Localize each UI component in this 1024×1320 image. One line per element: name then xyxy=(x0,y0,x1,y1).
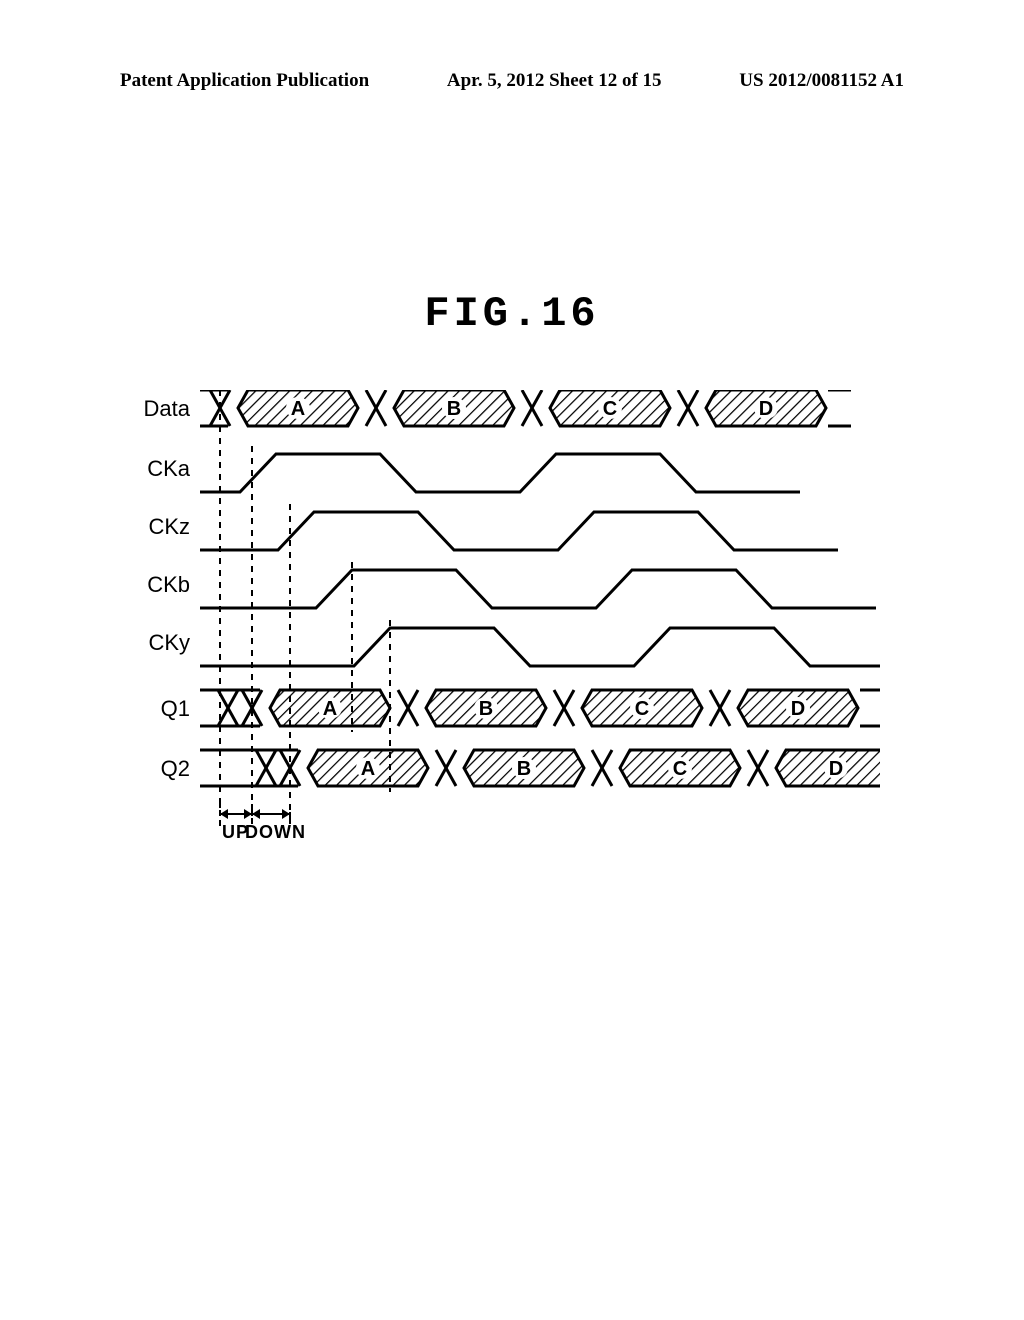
page-header: Patent Application Publication Apr. 5, 2… xyxy=(120,70,904,92)
svg-text:A: A xyxy=(361,758,375,780)
signal-label-data: Data xyxy=(120,396,190,422)
svg-text:C: C xyxy=(603,398,617,420)
header-left: Patent Application Publication xyxy=(120,70,369,92)
signal-label-q1: Q1 xyxy=(120,696,190,722)
svg-text:C: C xyxy=(635,698,649,720)
svg-text:C: C xyxy=(673,758,687,780)
signal-label-ckb: CKb xyxy=(120,572,190,598)
svg-text:B: B xyxy=(517,758,531,780)
timing-diagram: DataCKaCKzCKbCKyQ1Q2UPDOWN ABCDABCDABCD xyxy=(120,390,900,910)
label-down: DOWN xyxy=(245,822,306,843)
svg-text:B: B xyxy=(447,398,461,420)
svg-text:A: A xyxy=(291,398,305,420)
svg-text:D: D xyxy=(759,398,773,420)
signal-label-q2: Q2 xyxy=(120,756,190,782)
signal-label-cky: CKy xyxy=(120,630,190,656)
signal-label-ckz: CKz xyxy=(120,514,190,540)
header-center: Apr. 5, 2012 Sheet 12 of 15 xyxy=(447,70,662,92)
svg-text:A: A xyxy=(323,698,337,720)
header-right: US 2012/0081152 A1 xyxy=(739,70,904,92)
svg-text:D: D xyxy=(791,698,805,720)
svg-text:D: D xyxy=(829,758,843,780)
svg-text:B: B xyxy=(479,698,493,720)
figure-title: FIG.16 xyxy=(0,290,1024,338)
signal-label-cka: CKa xyxy=(120,456,190,482)
